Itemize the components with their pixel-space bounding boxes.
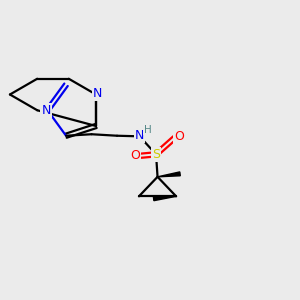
Text: O: O [130, 149, 140, 162]
Text: H: H [144, 125, 152, 135]
Text: N: N [135, 129, 144, 142]
Polygon shape [153, 196, 176, 201]
Polygon shape [158, 172, 180, 177]
Text: S: S [152, 148, 160, 161]
Text: N: N [41, 104, 51, 117]
Text: N: N [93, 87, 102, 101]
Text: O: O [174, 130, 184, 143]
